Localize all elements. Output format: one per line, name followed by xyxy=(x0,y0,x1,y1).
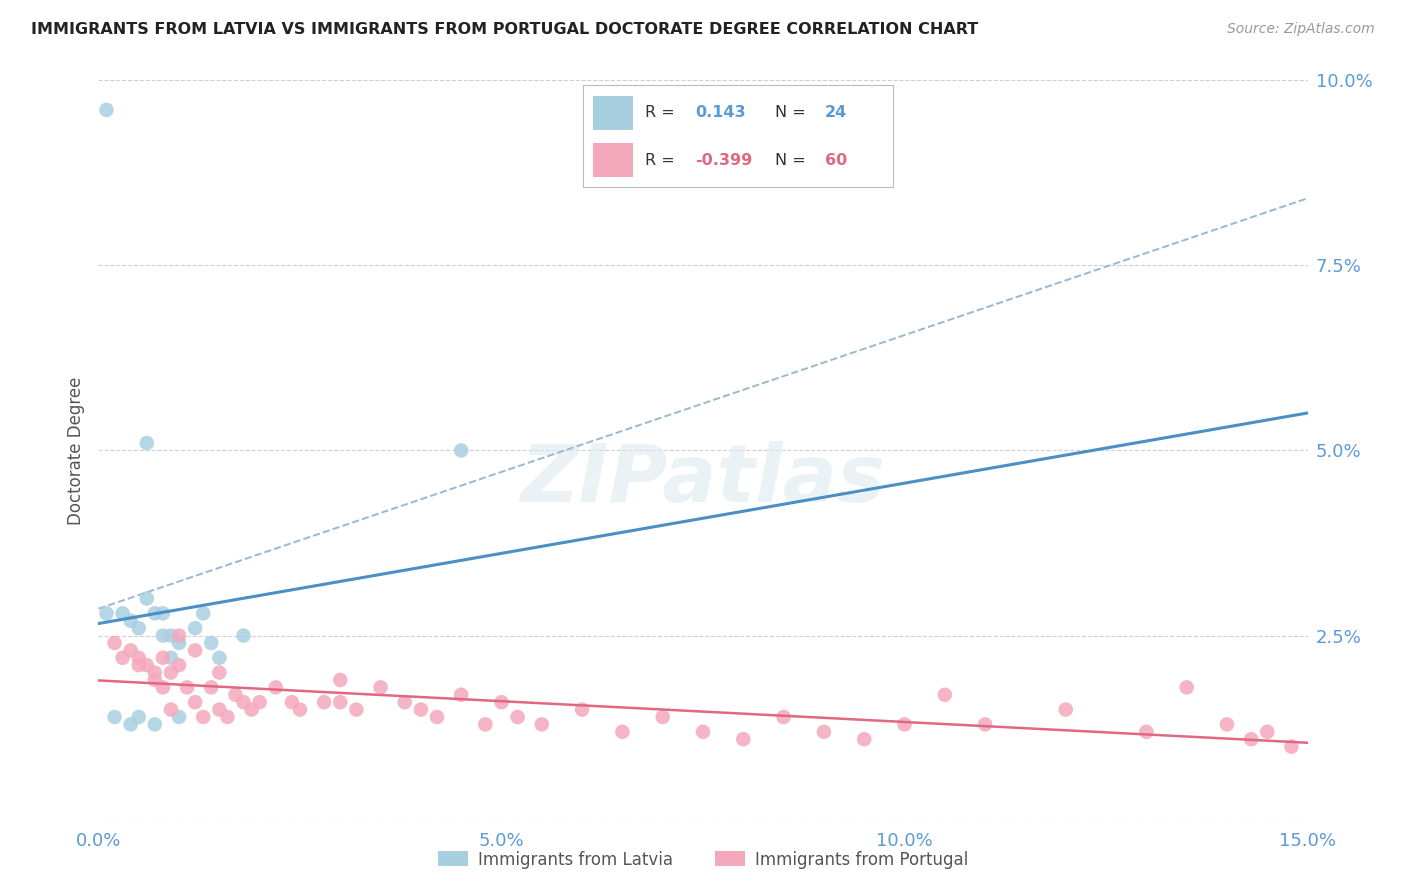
Point xyxy=(176,681,198,695)
Point xyxy=(692,724,714,739)
Point xyxy=(208,650,231,665)
Point xyxy=(1175,681,1198,695)
Text: R =: R = xyxy=(645,153,675,168)
Point xyxy=(249,695,271,709)
Point xyxy=(103,636,125,650)
Point xyxy=(450,443,472,458)
Point xyxy=(893,717,915,731)
Point xyxy=(733,732,755,747)
Point xyxy=(135,591,157,606)
Point xyxy=(128,658,150,673)
Point xyxy=(409,703,432,717)
Text: -0.399: -0.399 xyxy=(695,153,752,168)
Point xyxy=(120,643,142,657)
Text: N =: N = xyxy=(775,105,806,120)
Point xyxy=(232,695,254,709)
Point xyxy=(160,650,183,665)
Point xyxy=(370,681,392,695)
Point xyxy=(167,710,190,724)
Point xyxy=(193,607,215,621)
Point xyxy=(103,710,125,724)
Point xyxy=(111,607,134,621)
Point xyxy=(160,665,183,680)
Point xyxy=(96,103,118,117)
Point xyxy=(506,710,529,724)
Point xyxy=(1256,724,1278,739)
Point xyxy=(200,636,222,650)
Point xyxy=(184,695,207,709)
Point xyxy=(329,695,352,709)
Point xyxy=(120,614,142,628)
Point xyxy=(394,695,416,709)
Point xyxy=(200,681,222,695)
Legend: Immigrants from Latvia, Immigrants from Portugal: Immigrants from Latvia, Immigrants from … xyxy=(432,844,974,875)
Point xyxy=(853,732,876,747)
Text: 0.143: 0.143 xyxy=(695,105,745,120)
Point xyxy=(288,703,311,717)
Point xyxy=(224,688,246,702)
Point xyxy=(491,695,513,709)
Text: Source: ZipAtlas.com: Source: ZipAtlas.com xyxy=(1227,22,1375,37)
Point xyxy=(160,628,183,642)
Point xyxy=(143,673,166,687)
Point xyxy=(772,710,794,724)
Point xyxy=(184,643,207,657)
Point xyxy=(111,650,134,665)
Bar xyxy=(593,144,633,177)
Point xyxy=(1281,739,1303,754)
Point xyxy=(128,710,150,724)
Point xyxy=(217,710,239,724)
Point xyxy=(426,710,449,724)
Point xyxy=(530,717,553,731)
Point xyxy=(651,710,673,724)
Point xyxy=(208,703,231,717)
Text: 24: 24 xyxy=(825,105,846,120)
Point xyxy=(96,607,118,621)
Point xyxy=(143,607,166,621)
Point xyxy=(120,717,142,731)
Point xyxy=(152,650,174,665)
Text: IMMIGRANTS FROM LATVIA VS IMMIGRANTS FROM PORTUGAL DOCTORATE DEGREE CORRELATION : IMMIGRANTS FROM LATVIA VS IMMIGRANTS FRO… xyxy=(31,22,979,37)
Point xyxy=(1054,703,1077,717)
Point xyxy=(934,688,956,702)
Point xyxy=(160,703,183,717)
Point xyxy=(314,695,336,709)
Point xyxy=(232,628,254,642)
Point xyxy=(264,681,287,695)
Point xyxy=(143,717,166,731)
Point xyxy=(474,717,496,731)
Point xyxy=(135,436,157,450)
Point xyxy=(208,665,231,680)
Point xyxy=(128,650,150,665)
Point xyxy=(240,703,263,717)
Point xyxy=(152,628,174,642)
Point xyxy=(1135,724,1157,739)
Text: R =: R = xyxy=(645,105,675,120)
Text: N =: N = xyxy=(775,153,806,168)
Point xyxy=(450,688,472,702)
Text: ZIPatlas: ZIPatlas xyxy=(520,441,886,519)
Point xyxy=(329,673,352,687)
Point xyxy=(1216,717,1239,731)
Point xyxy=(1240,732,1263,747)
Point xyxy=(974,717,997,731)
Point xyxy=(184,621,207,635)
Point xyxy=(128,621,150,635)
Point xyxy=(612,724,634,739)
Point xyxy=(571,703,593,717)
Text: 60: 60 xyxy=(825,153,846,168)
Point xyxy=(167,636,190,650)
Point xyxy=(344,703,367,717)
Point xyxy=(813,724,835,739)
Point xyxy=(193,710,215,724)
Y-axis label: Doctorate Degree: Doctorate Degree xyxy=(66,376,84,524)
Point xyxy=(281,695,304,709)
Bar xyxy=(593,96,633,130)
Point xyxy=(152,681,174,695)
Point xyxy=(135,658,157,673)
Point xyxy=(152,607,174,621)
Point xyxy=(143,665,166,680)
Point xyxy=(167,658,190,673)
Point xyxy=(167,628,190,642)
